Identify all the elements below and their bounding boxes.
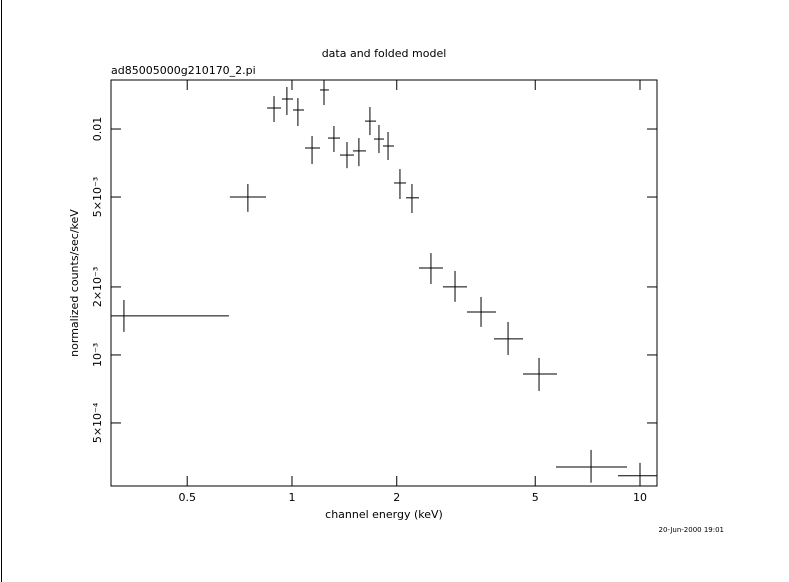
x-tick-label: 0.5 xyxy=(178,491,196,504)
x-axis-label: channel energy (keV) xyxy=(325,508,443,521)
y-tick-label: 2×10⁻³ xyxy=(91,267,104,307)
plot-frame xyxy=(110,79,658,487)
y-tick-label: 5×10⁻³ xyxy=(91,177,104,217)
timestamp: 20-Jun-2000 19:01 xyxy=(659,526,725,534)
y-tick-label: 10⁻³ xyxy=(91,343,104,367)
y-axis-label: normalized counts/sec/keV xyxy=(68,209,81,357)
chart-subtitle: ad85005000g210170_2.pi xyxy=(111,64,256,77)
chart-title: data and folded model xyxy=(322,47,447,60)
x-tick-label: 2 xyxy=(393,491,400,504)
y-tick-label: 5×10⁻⁴ xyxy=(91,402,104,443)
x-tick-label: 10 xyxy=(633,491,647,504)
x-tick-label: 5 xyxy=(532,491,539,504)
y-tick-label: 0.01 xyxy=(91,117,104,142)
x-tick-label: 1 xyxy=(288,491,295,504)
plot-area xyxy=(111,80,657,486)
